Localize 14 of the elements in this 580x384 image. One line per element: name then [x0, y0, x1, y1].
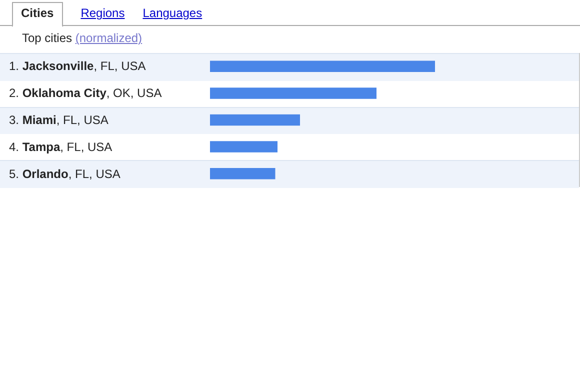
y-tick-label: 3. Miami, FL, USA: [9, 113, 108, 127]
text: Languages: [142, 5, 204, 22]
text: Regions: [80, 5, 126, 22]
y-tick-label: 5. Orlando, FL, USA: [9, 167, 120, 181]
text: Top cities (normalized): [22, 31, 142, 45]
text: Cities: [12, 2, 63, 27]
bar: [210, 88, 376, 99]
bar: [210, 168, 276, 180]
y-tick-label: 2. Oklahoma City, OK, USA: [9, 86, 162, 100]
y-tick-label: 4. Tampa, FL, USA: [9, 140, 112, 154]
y-tick-label: 1. Jacksonville, FL, USA: [9, 59, 146, 73]
bar: [210, 141, 278, 152]
bar: [210, 114, 300, 126]
bar: [210, 60, 435, 72]
